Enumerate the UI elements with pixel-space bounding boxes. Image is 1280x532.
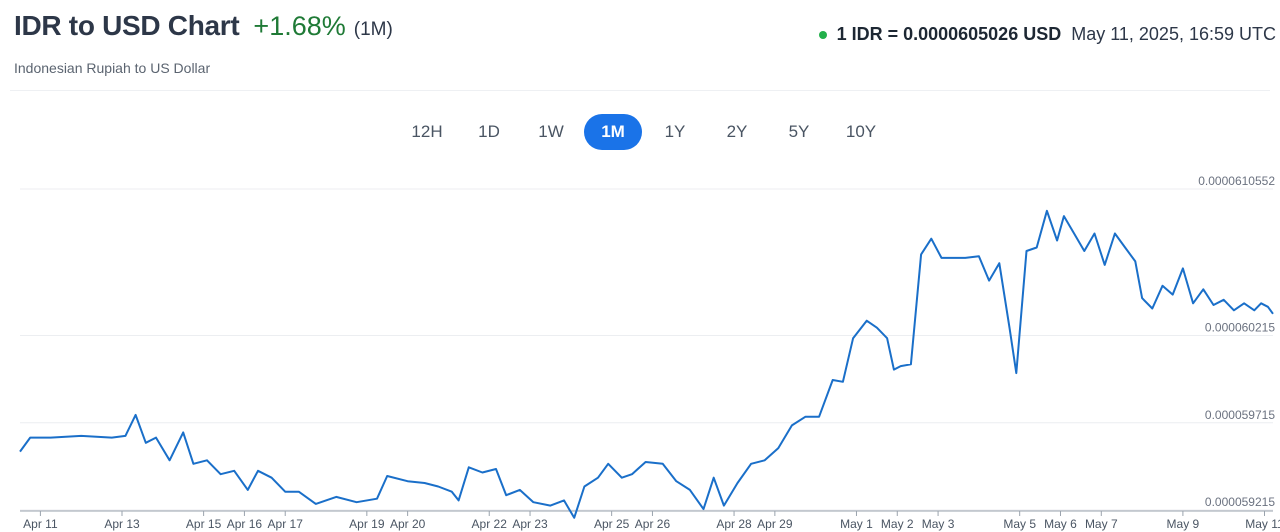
chart-header: IDR to USD Chart +1.68% (1M) Indonesian … [14,10,1280,80]
x-tick-label: Apr 26 [635,517,671,531]
tab-1m[interactable]: 1M [584,114,642,150]
current-rate: 1 IDR = 0.0000605026 USD [836,24,1062,44]
title-row: IDR to USD Chart +1.68% (1M) [14,10,1280,42]
x-tick-label: Apr 25 [594,517,630,531]
x-tick-label: Apr 17 [268,517,304,531]
x-tick-label: May 5 [1003,517,1036,531]
x-tick-label: May 3 [922,517,955,531]
live-dot-icon [818,30,827,39]
x-tick-label: Apr 29 [757,517,793,531]
series-line [19,209,1274,519]
tab-12h[interactable]: 12H [411,122,443,141]
x-tick-label: Apr 16 [227,517,263,531]
x-tick-label: Apr 23 [512,517,548,531]
y-tick-label: 0.000060215 [1205,321,1275,335]
page-title: IDR to USD Chart [14,10,240,41]
tab-10y[interactable]: 10Y [845,122,877,141]
page-subtitle: Indonesian Rupiah to US Dollar [14,60,211,76]
header-divider [10,90,1270,91]
x-tick-label: May 7 [1085,517,1118,531]
tab-1d[interactable]: 1D [478,122,500,141]
x-tick-label: Apr 22 [472,517,508,531]
y-tick-label: 0.000059715 [1205,408,1275,422]
x-tick-label: Apr 11 [23,517,58,531]
x-tick-label: May 1 [840,517,873,531]
x-tick-label: May 9 [1167,517,1200,531]
x-tick-label: Apr 19 [349,517,385,531]
tab-2y[interactable]: 2Y [726,122,748,141]
rate-timestamp: May 11, 2025, 16:59 UTC [1071,24,1276,44]
change-period: (1M) [353,19,393,40]
rate-row: 1 IDR = 0.0000605026 USD May 11, 2025, 1… [818,24,1276,45]
x-tick-label: Apr 28 [716,517,752,531]
change-percent: +1.68% [253,11,346,41]
y-tick-label: 0.000059215 [1205,495,1275,509]
tab-5y[interactable]: 5Y [788,122,810,141]
y-tick-label: 0.0000610552 [1198,174,1275,188]
tab-1y[interactable]: 1Y [664,122,686,141]
x-tick-label: May 6 [1044,517,1077,531]
x-tick-label: May 2 [881,517,914,531]
tab-1w[interactable]: 1W [538,122,564,141]
x-tick-label: Apr 15 [186,517,222,531]
period-tabs: 12H 1D 1W 1M 1Y 2Y 5Y 10Y [4,114,1280,150]
x-tick-label: Apr 13 [104,517,140,531]
x-tick-label: Apr 20 [390,517,426,531]
x-tick-label: May 11 [1245,517,1280,531]
